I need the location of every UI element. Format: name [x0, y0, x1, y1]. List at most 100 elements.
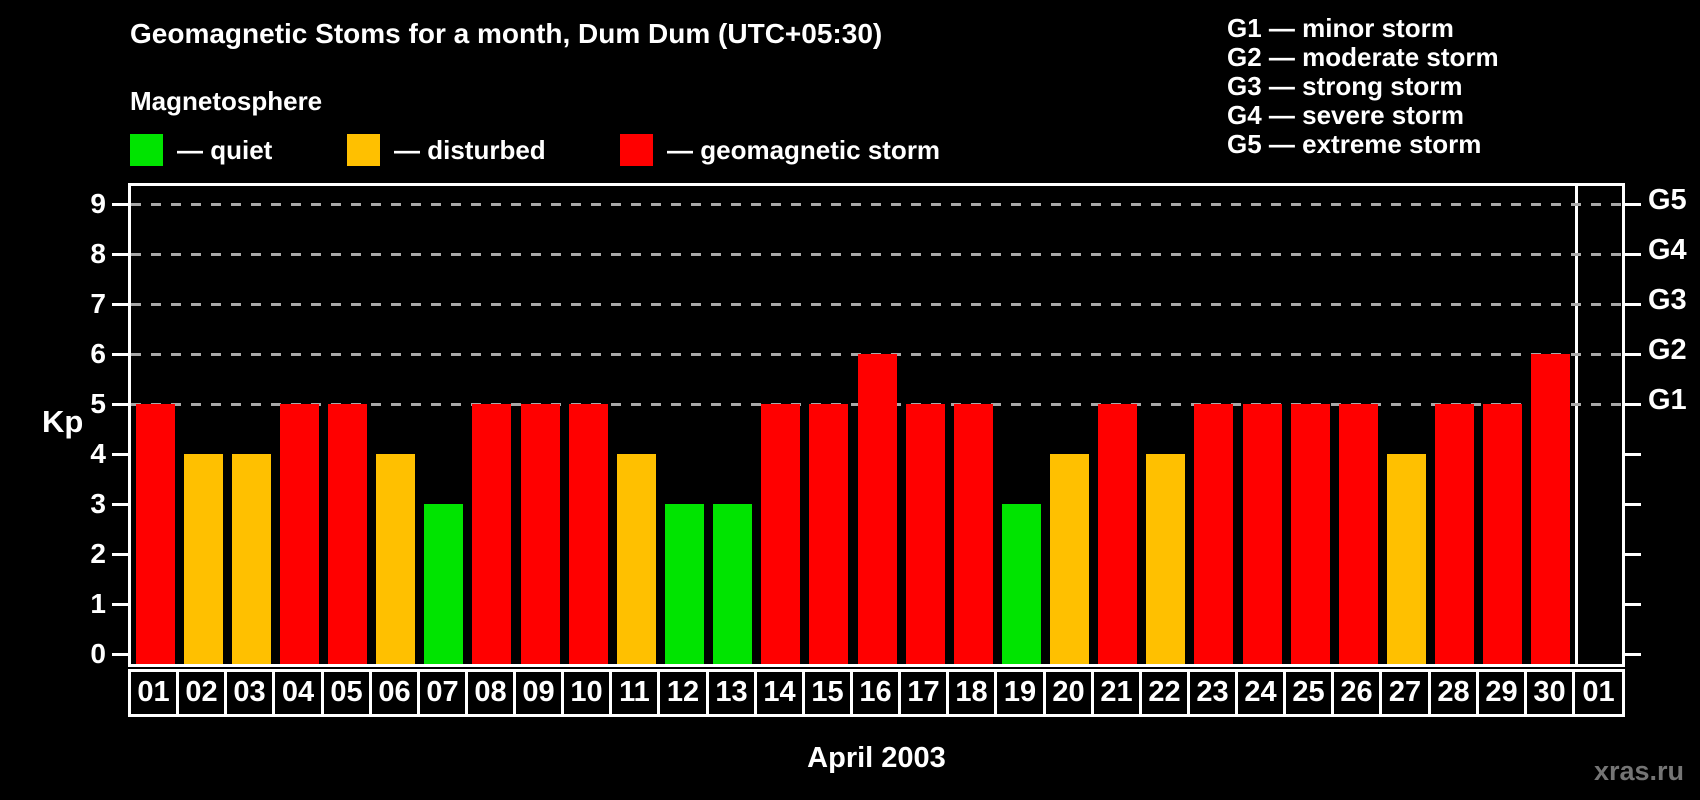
y-tick-left	[112, 653, 128, 656]
y-tick-right	[1625, 553, 1641, 556]
g-legend-line: G2 — moderate storm	[1227, 42, 1499, 72]
kp-bar-day-23	[1194, 404, 1233, 664]
y-tick-left	[112, 403, 128, 406]
y-tick-left	[112, 203, 128, 206]
y-tick-left	[112, 453, 128, 456]
day-label-24: 24	[1235, 669, 1286, 717]
kp-bar-day-16	[858, 354, 897, 664]
y-tick-right	[1625, 253, 1641, 256]
day-label-07: 07	[417, 669, 468, 717]
watermark: xras.ru	[1593, 756, 1684, 786]
y-tick-right	[1625, 653, 1641, 656]
y-tick-label-0: 0	[90, 638, 106, 669]
legend-item-storm: — geomagnetic storm	[620, 133, 940, 167]
y-tick-left	[112, 303, 128, 306]
y-axis-label-kp: Kp	[42, 404, 84, 439]
kp-bar-day-11	[617, 454, 656, 664]
g-legend-line: G4 — severe storm	[1227, 100, 1465, 130]
day-label-12: 12	[657, 669, 709, 717]
kp-bar-day-09	[521, 404, 560, 664]
day-label-13: 13	[706, 669, 757, 717]
kp-bar-day-03	[232, 454, 271, 664]
day-label-20: 20	[1043, 669, 1094, 717]
y-tick-label-5: 5	[90, 388, 106, 419]
kp-bar-day-26	[1339, 404, 1378, 664]
legend-label: — quiet	[177, 134, 273, 165]
g-scale-label-G2: G2	[1648, 334, 1687, 366]
day-label-16: 16	[850, 669, 901, 717]
kp-bar-day-30	[1531, 354, 1570, 664]
kp-bar-day-04	[280, 404, 319, 664]
y-tick-label-1: 1	[90, 588, 106, 619]
y-tick-left	[112, 553, 128, 556]
day-label-30: 30	[1524, 669, 1575, 717]
day-label-28: 28	[1428, 669, 1479, 717]
g-scale-label-G3: G3	[1648, 284, 1687, 316]
y-tick-right	[1625, 403, 1641, 406]
kp-bar-day-02	[184, 454, 223, 664]
plot-inner	[131, 186, 1622, 664]
day-label-05: 05	[321, 669, 372, 717]
kp-bar-day-18	[954, 404, 993, 664]
day-label-17: 17	[898, 669, 949, 717]
g-scale-legend: G1 — minor storm G2 — moderate storm G3 …	[1227, 14, 1499, 159]
g-legend-line: G5 — extreme storm	[1227, 129, 1482, 159]
day-label-21: 21	[1091, 669, 1142, 717]
g-legend-line: G1 — minor storm	[1227, 13, 1454, 43]
kp-bar-day-20	[1050, 454, 1089, 664]
kp-bar-day-29	[1483, 404, 1522, 664]
day-label-14: 14	[754, 669, 805, 717]
y-tick-label-7: 7	[90, 288, 106, 319]
disturbed-color-swatch	[347, 134, 380, 166]
day-label-19: 19	[994, 669, 1046, 717]
y-tick-right	[1625, 503, 1641, 506]
day-label-27: 27	[1379, 669, 1431, 717]
day-label-15: 15	[802, 669, 853, 717]
day-label-23: 23	[1187, 669, 1238, 717]
y-tick-label-4: 4	[90, 438, 106, 469]
grid-line-kp7	[131, 303, 1622, 306]
day-label-18: 18	[946, 669, 997, 717]
legend-item-disturbed: — disturbed	[347, 133, 546, 167]
y-tick-left	[112, 503, 128, 506]
kp-bar-day-28	[1435, 404, 1474, 664]
legend-item-quiet: — quiet	[130, 133, 272, 167]
day-label-01: 01	[128, 669, 179, 717]
kp-bar-day-21	[1098, 404, 1137, 664]
grid-line-kp8	[131, 253, 1622, 256]
day-label-next-01: 01	[1572, 669, 1625, 717]
kp-bar-day-01	[136, 404, 175, 664]
day-label-11: 11	[609, 669, 660, 717]
day-label-02: 02	[176, 669, 227, 717]
y-tick-right	[1625, 203, 1641, 206]
y-tick-left	[112, 603, 128, 606]
y-tick-label-2: 2	[90, 538, 106, 569]
day-label-29: 29	[1476, 669, 1527, 717]
day-label-09: 09	[513, 669, 564, 717]
kp-bar-day-19	[1002, 504, 1041, 664]
g-scale-label-G1: G1	[1648, 384, 1687, 416]
y-tick-label-3: 3	[90, 488, 106, 519]
kp-bar-day-12	[665, 504, 704, 664]
kp-bar-day-24	[1243, 404, 1282, 664]
quiet-color-swatch	[130, 134, 163, 166]
y-tick-left	[112, 353, 128, 356]
day-label-26: 26	[1331, 669, 1382, 717]
x-axis-label-month: April 2003	[807, 742, 946, 774]
y-tick-label-8: 8	[90, 238, 106, 269]
day-label-04: 04	[272, 669, 324, 717]
legend-label: — disturbed	[394, 134, 546, 165]
plot-area	[128, 183, 1625, 667]
day-label-10: 10	[561, 669, 612, 717]
kp-bar-day-13	[713, 504, 752, 664]
kp-bar-day-14	[761, 404, 800, 664]
kp-bar-day-15	[809, 404, 848, 664]
kp-bar-day-25	[1291, 404, 1330, 664]
day-label-06: 06	[369, 669, 420, 717]
storm-color-swatch	[620, 134, 653, 166]
kp-bar-day-10	[569, 404, 608, 664]
g-scale-label-G4: G4	[1648, 234, 1687, 266]
grid-line-kp9	[131, 203, 1622, 206]
day-label-22: 22	[1139, 669, 1190, 717]
